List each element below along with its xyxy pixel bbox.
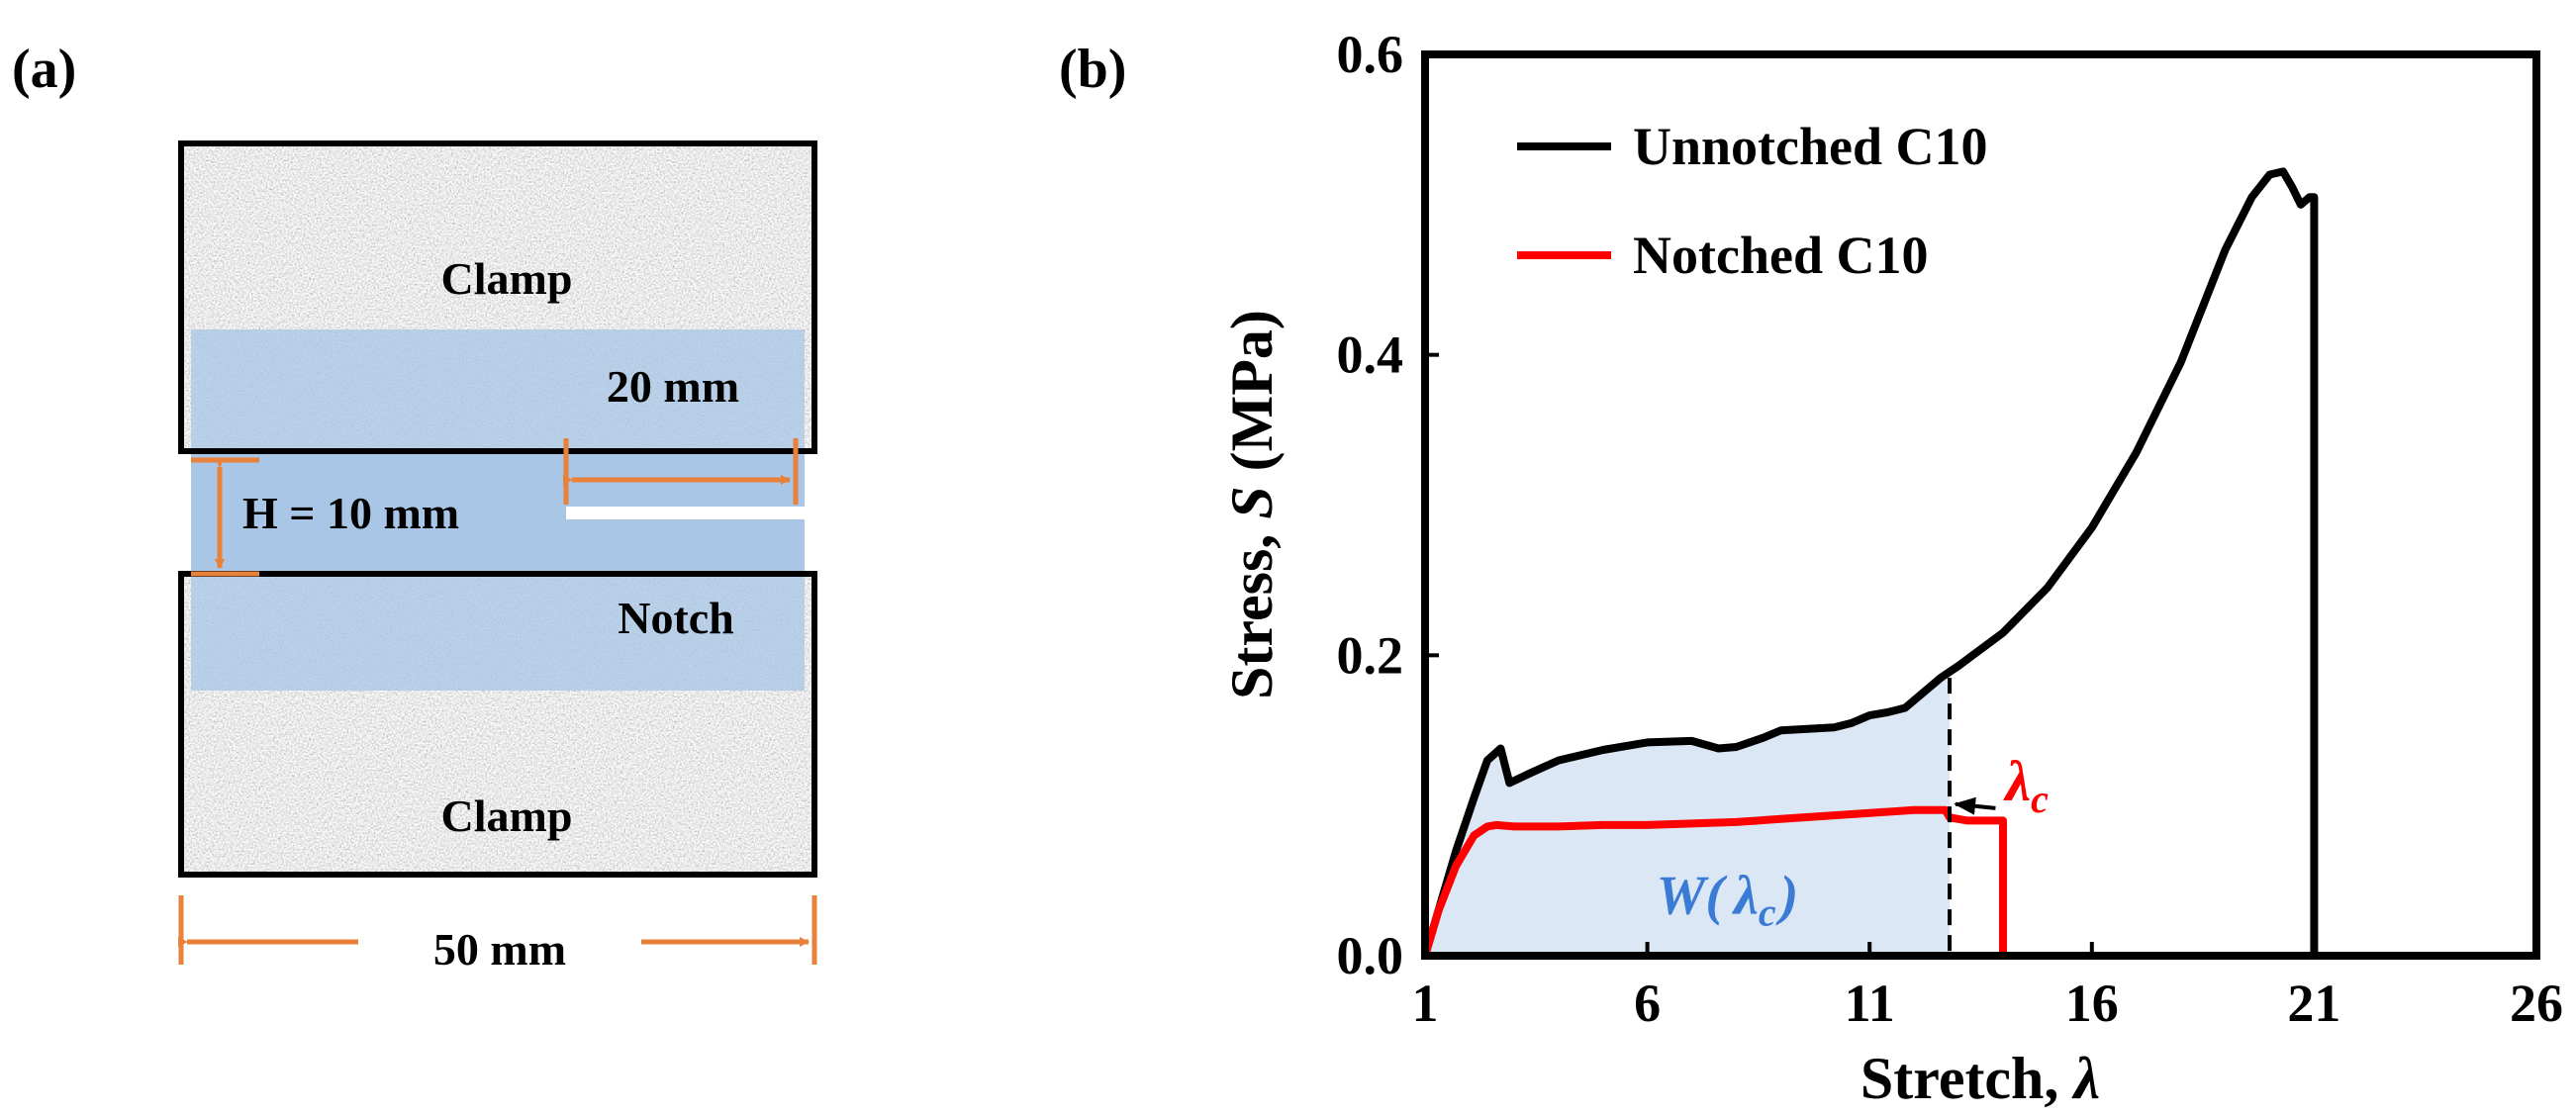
panel-a: (a) Clamp 20 mm Notch Clamp H = 10 mm <box>12 39 817 975</box>
y-tick-label: 0.6 <box>1337 25 1404 84</box>
work-label-close: ) <box>1775 865 1799 926</box>
panel-a-label: (a) <box>12 39 76 100</box>
clamp-top-frame <box>178 140 817 454</box>
legend-label-unnotched: Unnotched C10 <box>1633 117 1988 176</box>
work-label-w: W( <box>1657 865 1729 926</box>
dim-width-label: 50 mm <box>433 924 566 975</box>
x-tick-label: 6 <box>1634 974 1661 1033</box>
clamp-bottom-label: Clamp <box>441 790 573 841</box>
dim-height-label: H = 10 mm <box>242 488 459 538</box>
x-axis-title: Stretch, λ <box>1860 1046 2100 1111</box>
work-label: W(λc) <box>1657 865 1799 934</box>
clamp-bottom-frame <box>178 571 817 878</box>
y-axis-title-symbol: S <box>1219 486 1285 518</box>
height-dimension <box>191 457 259 577</box>
work-label-lambda: λ <box>1732 865 1759 926</box>
x-tick-label: 26 <box>2510 974 2563 1033</box>
y-ticks: 0.0 0.2 0.4 0.6 <box>1337 25 1439 985</box>
x-tick-label: 21 <box>2287 974 2340 1033</box>
work-area <box>1425 678 1951 956</box>
x-ticks: 1 6 11 16 21 26 <box>1412 942 2563 1033</box>
y-tick-label: 0.0 <box>1337 926 1404 985</box>
notch-slit <box>566 507 805 519</box>
y-axis-title: Stress, S (MPa) <box>1219 310 1285 699</box>
legend: Unnotched C10 Notched C10 <box>1517 117 1988 285</box>
legend-label-notched: Notched C10 <box>1633 226 1928 285</box>
notch-label: Notch <box>618 593 734 643</box>
x-tick-label: 16 <box>2065 974 2119 1033</box>
work-label-sub: c <box>1759 889 1776 934</box>
plot-frame <box>1421 50 2540 960</box>
notch-dimension <box>563 438 799 505</box>
lambda-c-symbol: λ <box>2003 749 2031 813</box>
x-tick-label: 1 <box>1412 974 1439 1033</box>
unnotched-curve <box>1421 167 2319 958</box>
specimen-overlay-top <box>191 329 805 451</box>
y-tick-label: 0.2 <box>1337 625 1404 685</box>
lambda-c-label: λc <box>2003 749 2049 821</box>
specimen-overlay-bottom <box>191 574 805 691</box>
dim-notch-label: 20 mm <box>607 361 739 412</box>
y-axis-title-text: Stress, <box>1219 519 1285 699</box>
x-tick-label: 11 <box>1845 974 1895 1033</box>
lambda-c-subscript: c <box>2031 777 2049 821</box>
clamp-top-label: Clamp <box>441 253 573 304</box>
panel-b-label: (b) <box>1059 39 1126 100</box>
y-axis-title-unit: (MPa) <box>1219 310 1285 486</box>
x-axis-title-text: Stretch, <box>1860 1046 2074 1111</box>
lambda-c-arrow <box>1954 796 1996 815</box>
width-dimension <box>178 895 817 965</box>
y-tick-label: 0.4 <box>1337 326 1404 385</box>
x-axis-title-symbol: λ <box>2070 1046 2100 1111</box>
panel-b: (b) λc W(λc) 1 6 11 16 21 26 0.00.20.40.6 Str… <box>1059 25 2563 1111</box>
notched-curve <box>1421 805 2007 958</box>
